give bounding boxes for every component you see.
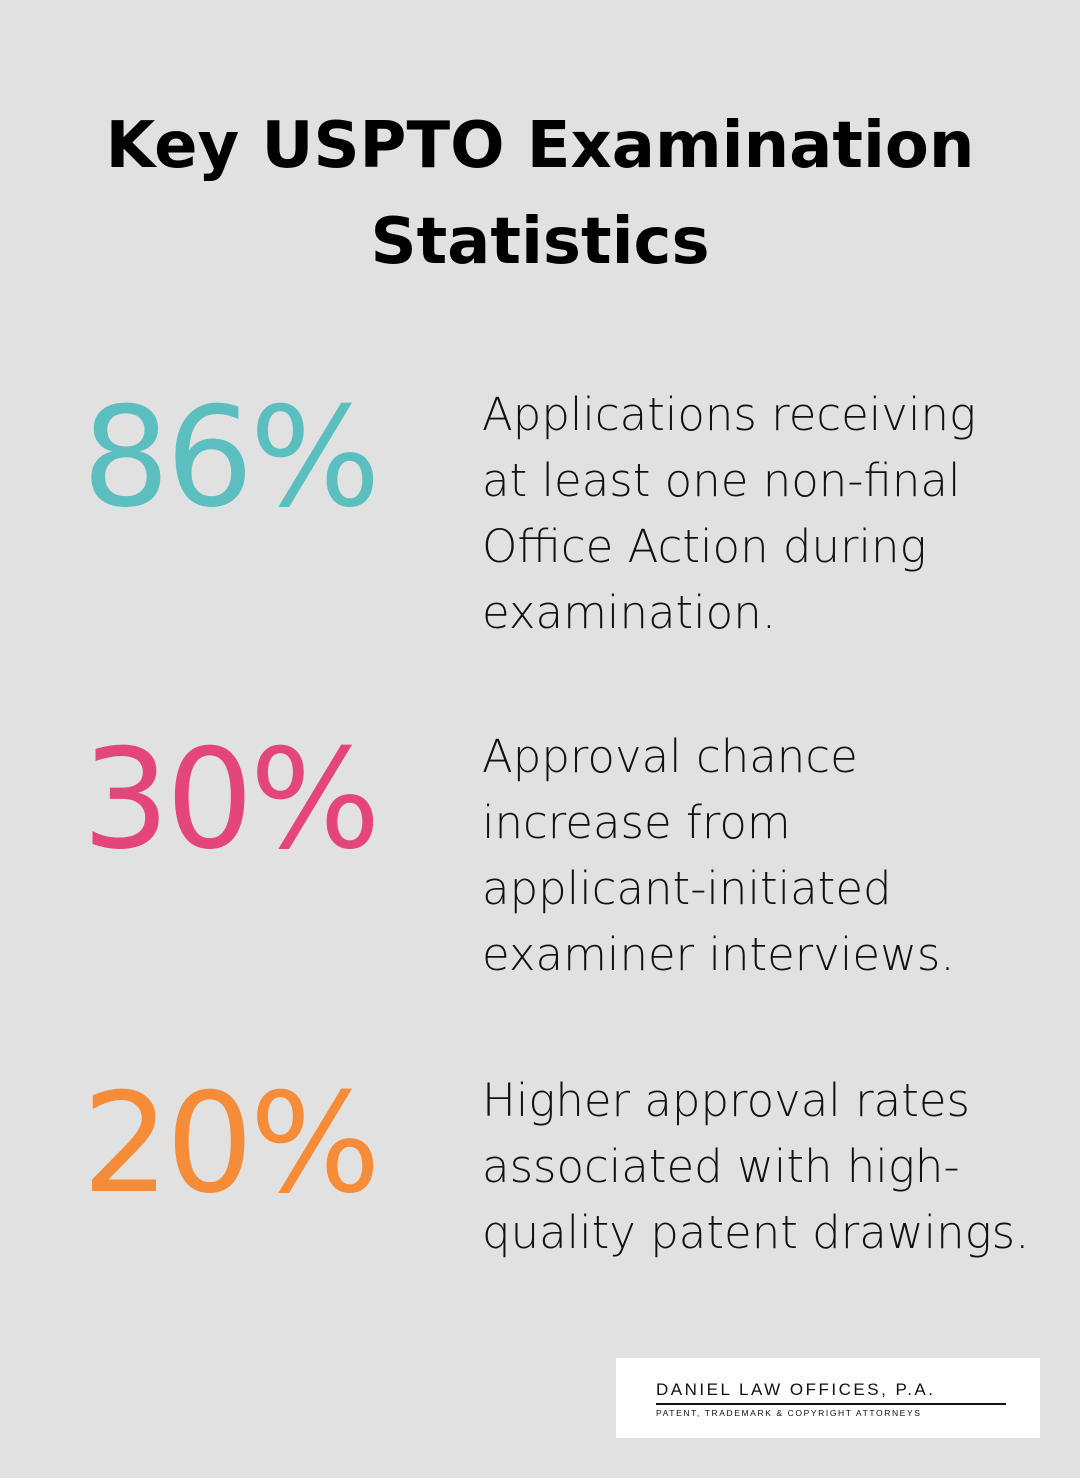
stat-value: 20% [82, 1074, 377, 1214]
title: Key USPTO ExaminationStatistics [0, 98, 1080, 290]
title-line: Key USPTO Examination [0, 98, 1080, 194]
description-line: Applications receiving [482, 382, 976, 448]
description-line: applicant-initiated [482, 856, 955, 922]
title-line: Statistics [0, 194, 1080, 290]
description-line: associated with high- [482, 1134, 1029, 1200]
description-line: Office Action during [482, 514, 976, 580]
logo-tagline: PATENT, TRADEMARK & COPYRIGHT ATTORNEYS [656, 1408, 922, 1418]
description-line: Higher approval rates [482, 1068, 1029, 1134]
description-line: quality patent drawings. [482, 1200, 1029, 1266]
logo-name: DANIEL LAW OFFICES, P.A. [656, 1380, 935, 1400]
stat-value: 86% [82, 388, 377, 528]
description-line: increase from [482, 790, 955, 856]
stat-description: Applications receivingat least one non-f… [482, 382, 976, 646]
logo-rule [656, 1403, 1006, 1405]
description-line: Approval chance [482, 724, 955, 790]
stat-value: 30% [82, 730, 377, 870]
stat-description: Approval chanceincrease fromapplicant-in… [482, 724, 955, 988]
description-line: examiner interviews. [482, 922, 955, 988]
description-line: at least one non-final [482, 448, 976, 514]
logo: DANIEL LAW OFFICES, P.A. PATENT, TRADEMA… [616, 1358, 1040, 1438]
stat-description: Higher approval ratesassociated with hig… [482, 1068, 1029, 1266]
description-line: examination. [482, 580, 976, 646]
